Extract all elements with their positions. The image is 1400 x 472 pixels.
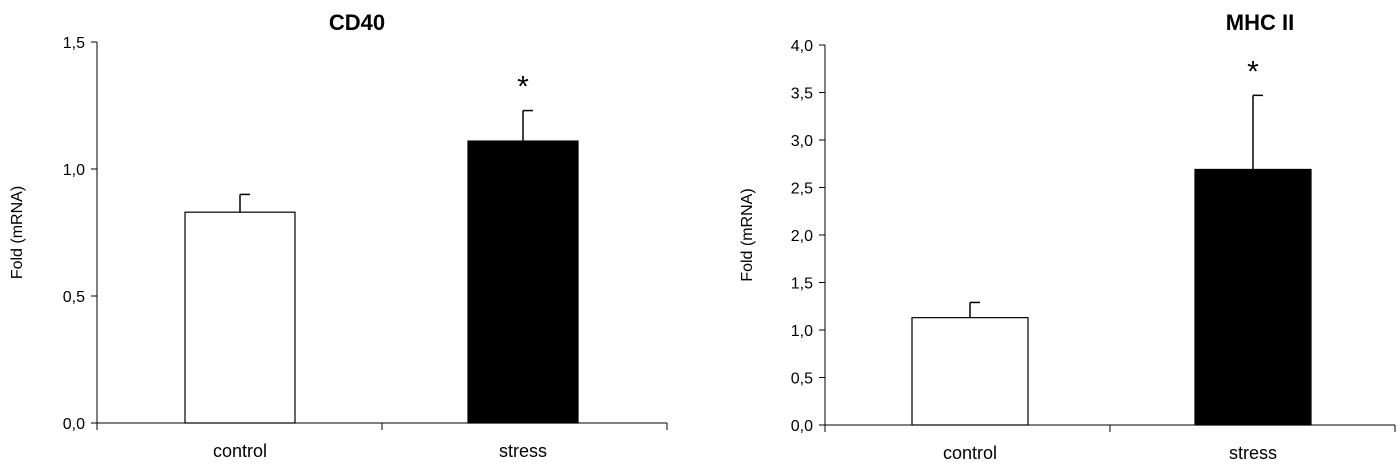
- bar-stress: [467, 140, 579, 424]
- y-tick-label: 0,0: [791, 418, 813, 435]
- y-tick-label: 2,5: [791, 181, 813, 198]
- y-axis-label: Fold (mRNA): [9, 186, 26, 279]
- x-category-label: control: [213, 441, 267, 461]
- bar-control: [184, 211, 296, 424]
- y-tick-label: 1,5: [63, 35, 85, 52]
- x-category-label: stress: [1229, 443, 1277, 463]
- bar-stress: [1194, 168, 1312, 426]
- x-category-label: stress: [499, 441, 547, 461]
- y-tick-label: 0,5: [63, 289, 85, 306]
- chart-title: CD40: [329, 10, 385, 35]
- y-tick-label: 1,5: [791, 276, 813, 293]
- bar-control: [911, 317, 1029, 426]
- y-tick-label: 1,0: [791, 323, 813, 340]
- chart-mhc-ii: MHC II 0,0 0,5 1,0 1,5 2,0 2,5 3,0 3,5 4,0 Fold (m…: [739, 10, 1396, 463]
- y-tick-label: 0,5: [791, 371, 813, 388]
- y-axis-label: Fold (mRNA): [739, 188, 756, 281]
- significance-marker: *: [517, 71, 529, 104]
- y-tick-label: 0,0: [63, 416, 85, 433]
- y-tick-label: 1,0: [63, 162, 85, 179]
- chart-cd40: CD40 0,0 0,5 1,0 1,5 Fold (mRNA) control * stres…: [9, 10, 668, 461]
- significance-marker: *: [1247, 55, 1259, 88]
- y-tick-label: 2,0: [791, 228, 813, 245]
- x-category-label: control: [943, 443, 997, 463]
- y-tick-label: 4,0: [791, 38, 813, 55]
- y-tick-label: 3,5: [791, 86, 813, 103]
- y-tick-label: 3,0: [791, 133, 813, 150]
- chart-title: MHC II: [1226, 10, 1294, 35]
